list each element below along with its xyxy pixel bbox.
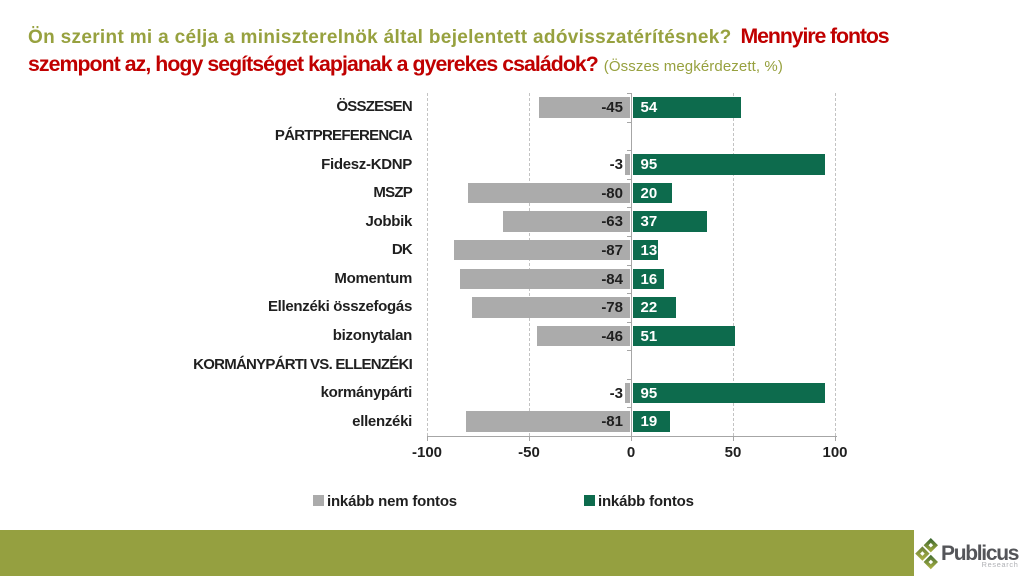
svg-text:Publicus: Publicus — [941, 542, 1019, 565]
svg-text:Research: Research — [982, 560, 1019, 569]
